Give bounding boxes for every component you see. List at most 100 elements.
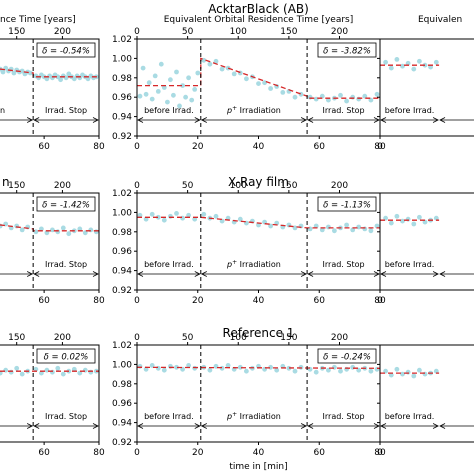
top-tick-label: 200 <box>331 27 348 37</box>
data-point <box>362 226 368 232</box>
x-tick-label: 80 <box>374 142 386 152</box>
panel-title: Reference 1 <box>223 326 295 340</box>
arrow-head <box>300 423 307 429</box>
x-tick-label: 0 <box>377 448 383 458</box>
data-point <box>268 223 273 229</box>
data-point <box>93 229 99 235</box>
data-point <box>44 230 50 236</box>
data-point <box>411 66 417 72</box>
panel-top-middle: before Irrad. p+ Irradiation Irrad. Stop δ … <box>112 2 386 152</box>
y-tick-label: 1.02 <box>112 35 132 45</box>
x-tick-label: 0 <box>377 142 383 152</box>
y-tick-label: 0.94 <box>112 267 132 277</box>
data-point <box>326 367 331 373</box>
data-point <box>39 370 44 376</box>
y-tick-label: 0.94 <box>112 419 132 429</box>
data-point <box>244 368 249 374</box>
panel-top-right: before Irrad. 0 Equivalen <box>377 15 474 152</box>
arrow-head <box>194 117 201 123</box>
data-point <box>155 89 161 94</box>
data-point <box>307 94 313 100</box>
data-point <box>143 366 149 372</box>
x-tick-label: 40 <box>253 142 265 152</box>
data-point <box>180 83 186 88</box>
data-point <box>0 370 3 376</box>
panel-title: n <box>2 175 10 189</box>
top-tick-label: 50 <box>182 333 194 343</box>
data-point <box>55 229 61 235</box>
top-axis-label: Equivalen <box>418 15 462 25</box>
data-point <box>192 365 198 371</box>
data-point <box>417 58 422 64</box>
y-tick-label: 0.92 <box>112 438 132 448</box>
data-point <box>192 216 198 222</box>
arrow-head <box>307 117 314 123</box>
top-tick-label: 200 <box>54 181 71 191</box>
data-point <box>186 363 192 368</box>
annotation-label: p+ Irradiation <box>226 259 281 270</box>
annotation-label: Irrad. Stop <box>323 106 365 115</box>
y-tick-label: 0.92 <box>112 132 132 142</box>
annotation-label: Irrad. Stop <box>45 260 87 269</box>
data-point <box>155 214 161 220</box>
data-point <box>152 73 158 79</box>
axes-frame <box>379 38 474 137</box>
data-point <box>3 367 9 373</box>
top-tick-label: 50 <box>182 27 194 37</box>
axes-frame <box>379 344 474 443</box>
top-tick-label: 200 <box>331 333 348 343</box>
data-point <box>165 99 170 105</box>
data-point <box>388 372 394 378</box>
data-point <box>207 367 213 373</box>
data-point <box>313 96 319 102</box>
data-point <box>422 219 428 225</box>
annotation-label: Irrad. Stop <box>45 412 87 421</box>
x-tick-label: 60 <box>314 448 326 458</box>
data-point <box>338 368 343 374</box>
y-tick-label: 0.98 <box>112 380 132 390</box>
data-point <box>161 367 167 373</box>
data-point <box>0 69 6 75</box>
data-point <box>237 216 243 222</box>
top-tick-label: 150 <box>8 333 25 343</box>
data-point <box>332 228 337 234</box>
y-tick-label: 0.98 <box>112 74 132 84</box>
data-point <box>244 76 249 82</box>
delta-box <box>317 196 377 212</box>
arrow-head <box>137 423 144 429</box>
x-tick-label: 80 <box>93 448 105 458</box>
data-point <box>433 59 439 65</box>
points <box>137 57 380 109</box>
data-point <box>394 366 400 372</box>
data-point <box>146 80 152 86</box>
top-tick-label: 200 <box>54 333 71 343</box>
y-tick-label: 1.02 <box>112 189 132 199</box>
data-point <box>319 227 325 233</box>
y-tick-label: 1.00 <box>112 360 132 370</box>
data-point <box>192 87 198 92</box>
x-tick-label: 0 <box>134 142 140 152</box>
data-point <box>50 369 55 375</box>
data-point <box>155 365 161 371</box>
x-tick-label: 80 <box>374 296 386 306</box>
panel-title: X-Ray film <box>228 175 289 189</box>
y-tick-label: 0.96 <box>112 93 132 103</box>
data-point <box>213 213 219 219</box>
top-tick-label: 100 <box>230 333 247 343</box>
x-tick-label: 60 <box>314 142 326 152</box>
annotation-label: Irrad. Stop <box>45 106 87 115</box>
data-point <box>28 70 33 76</box>
data-point <box>307 226 313 232</box>
data-point <box>262 80 267 86</box>
data-point <box>286 365 292 371</box>
axes-frame <box>0 344 100 443</box>
data-point <box>326 97 331 103</box>
data-point <box>177 103 182 109</box>
arrow-head <box>33 117 40 123</box>
data-point <box>411 373 417 379</box>
arrow-head <box>26 117 34 123</box>
arrow-head <box>439 271 446 277</box>
data-point <box>11 70 17 76</box>
data-point <box>298 364 304 370</box>
